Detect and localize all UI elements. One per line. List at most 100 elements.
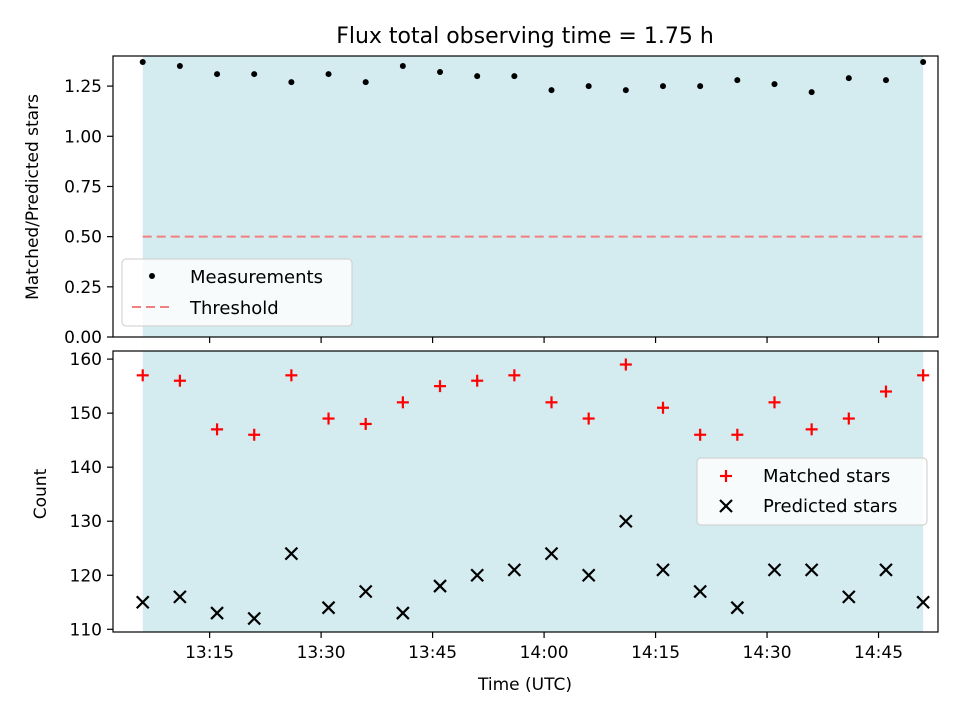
measurement-point bbox=[585, 83, 592, 90]
ratio-y-tick-label: 0.50 bbox=[64, 228, 102, 248]
measurement-point bbox=[511, 73, 518, 80]
matched-star-point bbox=[434, 380, 447, 393]
matched-star-point bbox=[248, 428, 261, 441]
predicted-star-point bbox=[284, 546, 299, 561]
matched-star-point bbox=[508, 369, 521, 382]
measurement-point bbox=[548, 87, 555, 94]
measurement-point bbox=[325, 71, 332, 78]
matched-star-point bbox=[694, 428, 707, 441]
measurements-legend-label: Measurements bbox=[190, 267, 323, 288]
count-y-tick-label: 160 bbox=[70, 350, 102, 370]
count-x-tick-label: 14:30 bbox=[743, 643, 792, 663]
count-x-tick-label: 14:15 bbox=[631, 643, 680, 663]
ratio-legend-frame bbox=[121, 258, 353, 327]
predicted-star-point bbox=[396, 606, 410, 620]
predicted-star-point bbox=[842, 590, 856, 604]
measurement-point bbox=[920, 59, 927, 66]
chart-title: Flux total observing time = 1.75 h bbox=[336, 24, 714, 49]
matched-star-point bbox=[582, 412, 595, 425]
ratio-x-ticks bbox=[209, 337, 880, 343]
matched-star-point bbox=[471, 374, 484, 387]
measurement-point bbox=[771, 81, 778, 88]
ratio-y-tick-label: 0.75 bbox=[64, 177, 102, 197]
count-x-ticks: 13:15 13:30 13:45 14:00 14:15 14:30 14:45 bbox=[185, 632, 903, 663]
matched-star-point bbox=[359, 417, 372, 430]
predicted-star-point bbox=[619, 514, 633, 528]
matched-star-point bbox=[879, 385, 892, 398]
predicted-star-point bbox=[321, 600, 336, 615]
count-legend-frame bbox=[696, 457, 928, 526]
count-x-tick-label: 13:15 bbox=[185, 643, 234, 663]
predicted-star-point bbox=[879, 563, 893, 577]
x-axis-label: Time (UTC) bbox=[477, 675, 572, 695]
count-y-tick-label: 120 bbox=[70, 566, 102, 586]
matched-legend-label: Matched stars bbox=[763, 466, 890, 487]
matched-star-point bbox=[657, 401, 669, 414]
ratio-panel: 0.00 0.25 0.50 0.75 1.00 1.25 Matched/Predict… bbox=[23, 55, 939, 348]
predicted-star-point bbox=[767, 563, 782, 577]
measurement-point bbox=[808, 89, 815, 96]
matched-star-point bbox=[731, 428, 744, 441]
ratio-axes-frame bbox=[112, 55, 939, 338]
ratio-y-tick-label: 1.25 bbox=[64, 77, 102, 97]
measurement-points bbox=[139, 59, 927, 96]
predicted-star-point bbox=[433, 579, 447, 593]
measurement-point bbox=[734, 77, 741, 84]
matched-star-point bbox=[173, 374, 186, 387]
count-y-tick-label: 130 bbox=[70, 512, 102, 532]
matched-star-point bbox=[842, 412, 855, 425]
measurement-point bbox=[474, 73, 481, 80]
measurement-point bbox=[437, 69, 444, 76]
measurement-point bbox=[362, 79, 369, 86]
measurement-point bbox=[622, 87, 629, 94]
predicted-star-point bbox=[247, 611, 261, 626]
measurement-point bbox=[882, 77, 889, 84]
ratio-y-tick-label: 1.00 bbox=[64, 127, 102, 147]
measurement-point bbox=[399, 63, 406, 70]
predicted-star-point bbox=[730, 600, 745, 615]
matched-star-point bbox=[136, 369, 149, 382]
matched-star-point bbox=[768, 396, 781, 409]
count-y-ticks: 110 120 130 140 150 160 bbox=[70, 350, 113, 640]
measurement-point bbox=[660, 83, 666, 90]
count-y-tick-label: 150 bbox=[70, 404, 102, 424]
count-points bbox=[135, 358, 930, 626]
ratio-y-tick-label: 0.25 bbox=[64, 278, 102, 298]
measurement-point bbox=[288, 79, 295, 86]
matched-star-point bbox=[545, 396, 558, 409]
matched-star-point bbox=[396, 396, 409, 409]
predicted-star-point bbox=[544, 546, 559, 561]
predicted-star-point bbox=[210, 606, 224, 620]
ratio-y-ticks: 0.00 0.25 0.50 0.75 1.00 1.25 bbox=[64, 77, 113, 348]
ratio-legend: Measurements Threshold bbox=[121, 258, 353, 327]
matched-legend-marker bbox=[720, 470, 732, 482]
matched-star-point bbox=[619, 358, 632, 371]
measurement-point bbox=[214, 71, 221, 78]
predicted-star-point bbox=[804, 563, 819, 577]
predicted-star-point bbox=[693, 584, 707, 599]
measurement-point bbox=[697, 83, 704, 90]
predicted-star-point bbox=[135, 595, 150, 610]
measurement-point bbox=[251, 71, 258, 78]
matched-star-point bbox=[805, 423, 818, 436]
count-x-tick-label: 13:45 bbox=[408, 643, 457, 663]
count-axes-frame bbox=[112, 350, 939, 633]
count-y-tick-label: 110 bbox=[70, 620, 102, 640]
matched-star-point bbox=[211, 423, 224, 436]
predicted-star-point bbox=[916, 595, 930, 610]
predicted-star-point bbox=[507, 563, 522, 577]
matched-star-point bbox=[917, 369, 930, 382]
measurements-legend-marker bbox=[149, 273, 155, 279]
predicted-star-point bbox=[581, 568, 596, 583]
count-x-tick-label: 13:30 bbox=[297, 643, 346, 663]
predicted-legend-label: Predicted stars bbox=[763, 496, 897, 517]
matched-star-point bbox=[322, 412, 335, 425]
count-y-label: Count bbox=[31, 468, 51, 519]
measurement-point bbox=[845, 75, 852, 82]
matched-star-point bbox=[285, 369, 298, 382]
count-y-tick-label: 140 bbox=[70, 458, 102, 478]
count-x-tick-label: 14:45 bbox=[854, 643, 903, 663]
count-legend: Matched stars Predicted stars bbox=[696, 457, 928, 526]
